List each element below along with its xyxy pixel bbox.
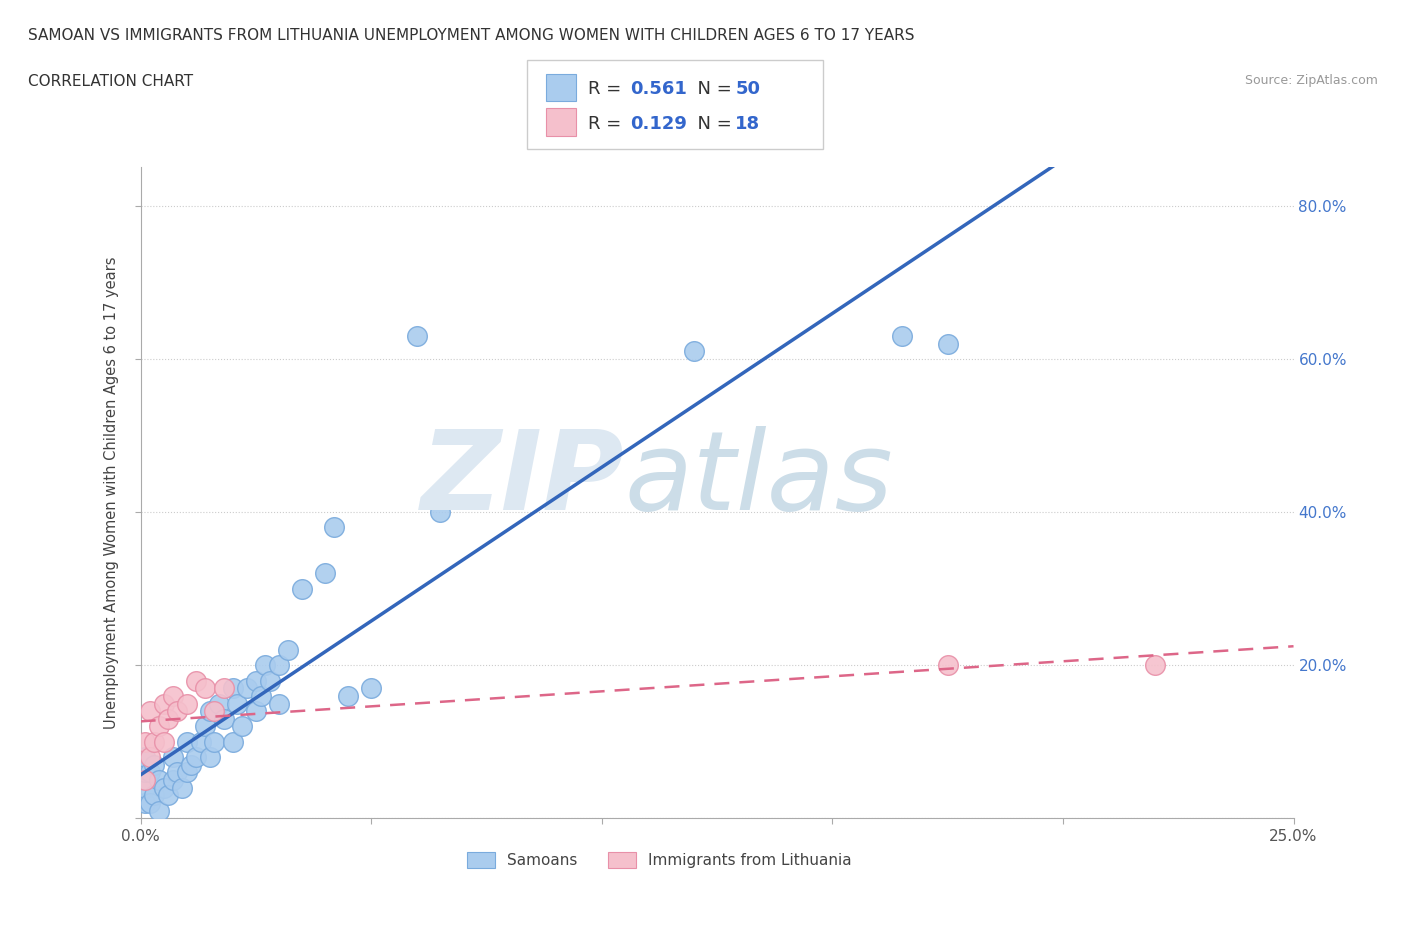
Point	[162, 688, 184, 703]
Point	[198, 750, 221, 764]
Point	[683, 344, 706, 359]
Point	[222, 735, 245, 750]
Y-axis label: Unemployment Among Women with Children Ages 6 to 17 years: Unemployment Among Women with Children A…	[104, 257, 120, 729]
Text: CORRELATION CHART: CORRELATION CHART	[28, 74, 193, 89]
Point	[162, 773, 184, 788]
Point	[222, 681, 245, 696]
Point	[314, 565, 336, 580]
Point	[143, 757, 166, 772]
Point	[291, 581, 314, 596]
Point	[176, 735, 198, 750]
Text: ZIP: ZIP	[422, 426, 624, 534]
Point	[134, 780, 156, 795]
Point	[143, 788, 166, 803]
Point	[166, 765, 188, 780]
Point	[245, 673, 267, 688]
Point	[157, 711, 180, 726]
Point	[134, 773, 156, 788]
Text: N =: N =	[686, 80, 738, 98]
Point	[267, 658, 290, 672]
Point	[936, 336, 959, 351]
Point	[226, 696, 249, 711]
Point	[194, 719, 217, 734]
Point	[166, 704, 188, 719]
Point	[143, 735, 166, 750]
Point	[134, 750, 156, 764]
Point	[277, 643, 299, 658]
Point	[134, 796, 156, 811]
Point	[139, 765, 162, 780]
Point	[194, 681, 217, 696]
Text: 0.129: 0.129	[630, 115, 686, 133]
Point	[429, 505, 451, 520]
Point	[148, 804, 170, 818]
Point	[148, 719, 170, 734]
Point	[212, 711, 235, 726]
Text: R =: R =	[588, 80, 627, 98]
Point	[152, 696, 174, 711]
Point	[259, 673, 281, 688]
Point	[152, 780, 174, 795]
Point	[152, 735, 174, 750]
Point	[254, 658, 277, 672]
Text: N =: N =	[686, 115, 738, 133]
Point	[180, 757, 202, 772]
Point	[212, 681, 235, 696]
Point	[235, 681, 257, 696]
Point	[231, 719, 253, 734]
Point	[139, 704, 162, 719]
Point	[267, 696, 290, 711]
Point	[184, 673, 207, 688]
Point	[176, 696, 198, 711]
Point	[406, 328, 429, 343]
Point	[172, 780, 194, 795]
Point	[202, 735, 225, 750]
Point	[184, 750, 207, 764]
Point	[890, 328, 912, 343]
Point	[162, 750, 184, 764]
Point	[245, 704, 267, 719]
Text: atlas: atlas	[624, 426, 893, 534]
Point	[134, 735, 156, 750]
Point	[202, 704, 225, 719]
Point	[1144, 658, 1167, 672]
Point	[936, 658, 959, 672]
Text: R =: R =	[588, 115, 627, 133]
Text: SAMOAN VS IMMIGRANTS FROM LITHUANIA UNEMPLOYMENT AMONG WOMEN WITH CHILDREN AGES : SAMOAN VS IMMIGRANTS FROM LITHUANIA UNEM…	[28, 28, 915, 43]
Point	[360, 681, 382, 696]
Text: 50: 50	[735, 80, 761, 98]
Point	[198, 704, 221, 719]
Point	[148, 773, 170, 788]
Legend: Samoans, Immigrants from Lithuania: Samoans, Immigrants from Lithuania	[460, 844, 859, 876]
Point	[249, 688, 271, 703]
Point	[139, 796, 162, 811]
Point	[190, 735, 212, 750]
Point	[134, 765, 156, 780]
Point	[208, 696, 231, 711]
Point	[323, 520, 346, 535]
Point	[157, 788, 180, 803]
Point	[337, 688, 360, 703]
Point	[139, 750, 162, 764]
Text: 0.561: 0.561	[630, 80, 686, 98]
Text: 18: 18	[735, 115, 761, 133]
Point	[176, 765, 198, 780]
Text: Source: ZipAtlas.com: Source: ZipAtlas.com	[1244, 74, 1378, 87]
